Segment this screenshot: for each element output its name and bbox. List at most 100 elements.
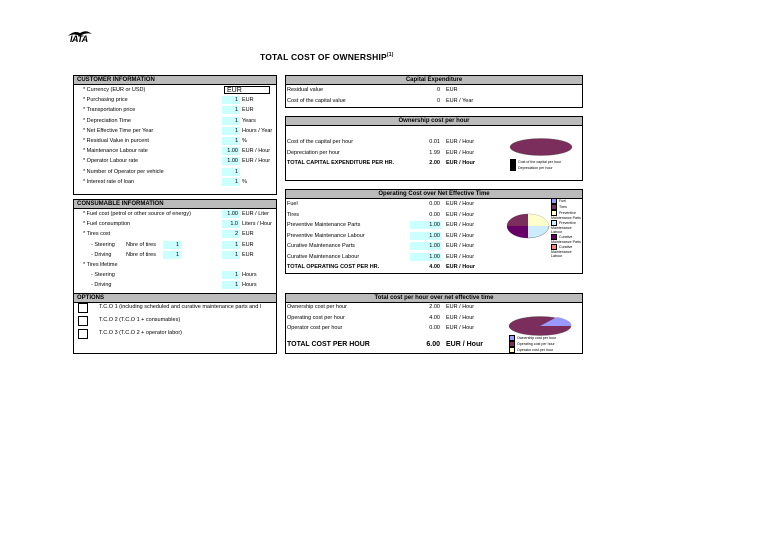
value-input[interactable]: 1 (222, 106, 240, 115)
result-label: Residual value (287, 87, 324, 93)
value-input[interactable]: 1.00 (222, 210, 240, 218)
unit-label: EUR / Year (446, 97, 474, 104)
result-value: 4.00 (429, 264, 440, 270)
field-label: * Currency (EUR or USD) (83, 87, 146, 93)
value-input[interactable]: 1 (222, 271, 240, 280)
unit-label: Hours (242, 272, 257, 279)
option-checkbox[interactable] (78, 316, 88, 326)
legend-item: Preventive Maintenance Labour (551, 220, 576, 234)
result-label: Cost of the capital per hour (287, 139, 354, 145)
tires-count-input[interactable]: 1 (163, 250, 181, 259)
value-input[interactable]: 2 (222, 230, 240, 239)
result-label: Cost of the capital value (287, 97, 346, 104)
tires-count-label: Nbre of tires (126, 241, 156, 248)
page-title: TOTAL COST OF OWNERSHIP(1) (260, 52, 394, 62)
legend-item: Curative Maintenance Parts (551, 234, 581, 244)
unit-label: EUR (242, 241, 254, 248)
legend-item: Cost of the capital per hour (510, 159, 561, 165)
value-input[interactable]: 1 (222, 137, 240, 145)
unit-label: EUR / Hour (446, 139, 475, 145)
legend-item: Operator cost per hour (509, 347, 556, 353)
result-value: 0 (436, 97, 440, 104)
result-label: Operator cost per hour (287, 325, 343, 331)
unit-label: EUR / Hour (446, 211, 475, 218)
field-label: * Purchasing price (83, 97, 128, 104)
result-value: 2.00 (429, 304, 440, 310)
consumable-info-header: CONSUMABLE INFORMATION (74, 200, 276, 209)
operating-pie-chart (506, 213, 550, 239)
value-input[interactable]: 1 (222, 116, 240, 125)
option-label: T.C.O 1 (including scheduled and curativ… (99, 304, 262, 310)
result-value: 0.00 (429, 325, 440, 331)
value-input[interactable]: 1 (222, 281, 240, 290)
result-value: 0 (436, 87, 440, 93)
unit-label: Hours / Year (242, 127, 273, 134)
legend-item: Curative Maintenance Labour (551, 244, 573, 258)
result-value: 0.00 (429, 211, 440, 218)
value-input[interactable]: 1 (222, 240, 240, 249)
option-label: T.C.O 3 (T.C.O 2 + operator labor) (99, 330, 182, 336)
option-checkbox[interactable] (78, 303, 88, 313)
unit-label: EUR / Hour (446, 264, 476, 270)
unit-label: EUR / Hour (446, 253, 475, 260)
unit-label: EUR (446, 87, 458, 93)
result-label: Fuel (287, 201, 298, 207)
field-label: - Steering (91, 272, 115, 279)
unit-label: EUR / Hour (446, 149, 475, 156)
value-input[interactable]: 1 (222, 96, 240, 105)
unit-label: EUR / Hour (446, 232, 475, 239)
options-panel: OPTIONS (73, 293, 277, 354)
total-pie-chart (508, 316, 572, 336)
option-checkbox[interactable] (78, 329, 88, 339)
unit-label: EUR (242, 231, 254, 238)
legend-item: Fuel (551, 198, 581, 204)
value-input[interactable]: 1 (222, 126, 240, 135)
unit-label: EUR / Hour (446, 243, 475, 249)
options-header: OPTIONS (74, 294, 276, 303)
result-label: TOTAL COST PER HOUR (287, 340, 370, 348)
value-input[interactable]: 1.00 (222, 157, 240, 166)
field-label: * Number of Operator per vehicle (83, 168, 164, 175)
tires-count-input[interactable]: 1 (163, 240, 181, 249)
operating-panel: Operating Cost over Net Effective Time (285, 189, 583, 274)
value-input[interactable]: 1 (222, 250, 240, 259)
ownership-panel: Ownership cost per hour (285, 116, 583, 181)
unit-label: EUR / Hour (446, 201, 475, 207)
result-label: Curative Maintenance Labour (287, 253, 360, 260)
currency-input[interactable]: EUR (224, 86, 270, 94)
legend-item: Depreciation per hour (510, 165, 561, 171)
operating-header: Operating Cost over Net Effective Time (286, 190, 582, 199)
result-value: 1.00 (410, 242, 441, 250)
result-label: Depreciation per hour (287, 149, 340, 156)
unit-label: EUR / Liter (242, 211, 269, 217)
unit-label: % (242, 178, 247, 185)
result-label: TOTAL CAPITAL EXPENDITURE PER HR. (287, 160, 395, 166)
total-pie-legend: Ownership cost per hour Operating cost p… (509, 335, 556, 353)
legend-item: Operating cost per hour (509, 341, 556, 347)
ownership-pie-legend: Cost of the capital per hour Depreciatio… (510, 159, 561, 171)
unit-label: Liters / Hour (242, 221, 272, 228)
unit-label: EUR / Hour (446, 304, 475, 310)
logo-text: IATA (70, 34, 88, 44)
unit-label: EUR (242, 251, 254, 258)
result-value: 6.00 (426, 340, 440, 348)
field-label: * Operator Labour rate (83, 158, 139, 165)
operating-pie-legend: Fuel Tires Preventive Maintenance Parts … (551, 198, 581, 258)
option-label: T.C.O 2 (T.C.O 1 + consumables) (99, 317, 181, 323)
result-value: 0.01 (429, 139, 440, 145)
result-value: 1.00 (410, 221, 441, 229)
customer-info-header: CUSTOMER INFORMATION (74, 76, 276, 85)
unit-label: EUR / Hour (446, 325, 475, 331)
field-label: * Maintenance Labour rate (83, 148, 148, 155)
result-value: 1.00 (410, 231, 441, 240)
field-label: - Driving (91, 251, 112, 258)
value-input[interactable]: 1.0 (222, 220, 240, 229)
legend-item: Ownership cost per hour (509, 335, 556, 341)
total-header: Total cost per hour over net effective t… (286, 294, 582, 303)
unit-label: EUR / Hour (446, 160, 476, 166)
value-input[interactable]: 1 (222, 177, 240, 186)
result-value: 0.00 (429, 201, 440, 207)
result-label: Curative Maintenance Parts (287, 243, 355, 249)
value-input[interactable]: 1 (222, 167, 240, 176)
value-input[interactable]: 1.00 (222, 147, 240, 156)
